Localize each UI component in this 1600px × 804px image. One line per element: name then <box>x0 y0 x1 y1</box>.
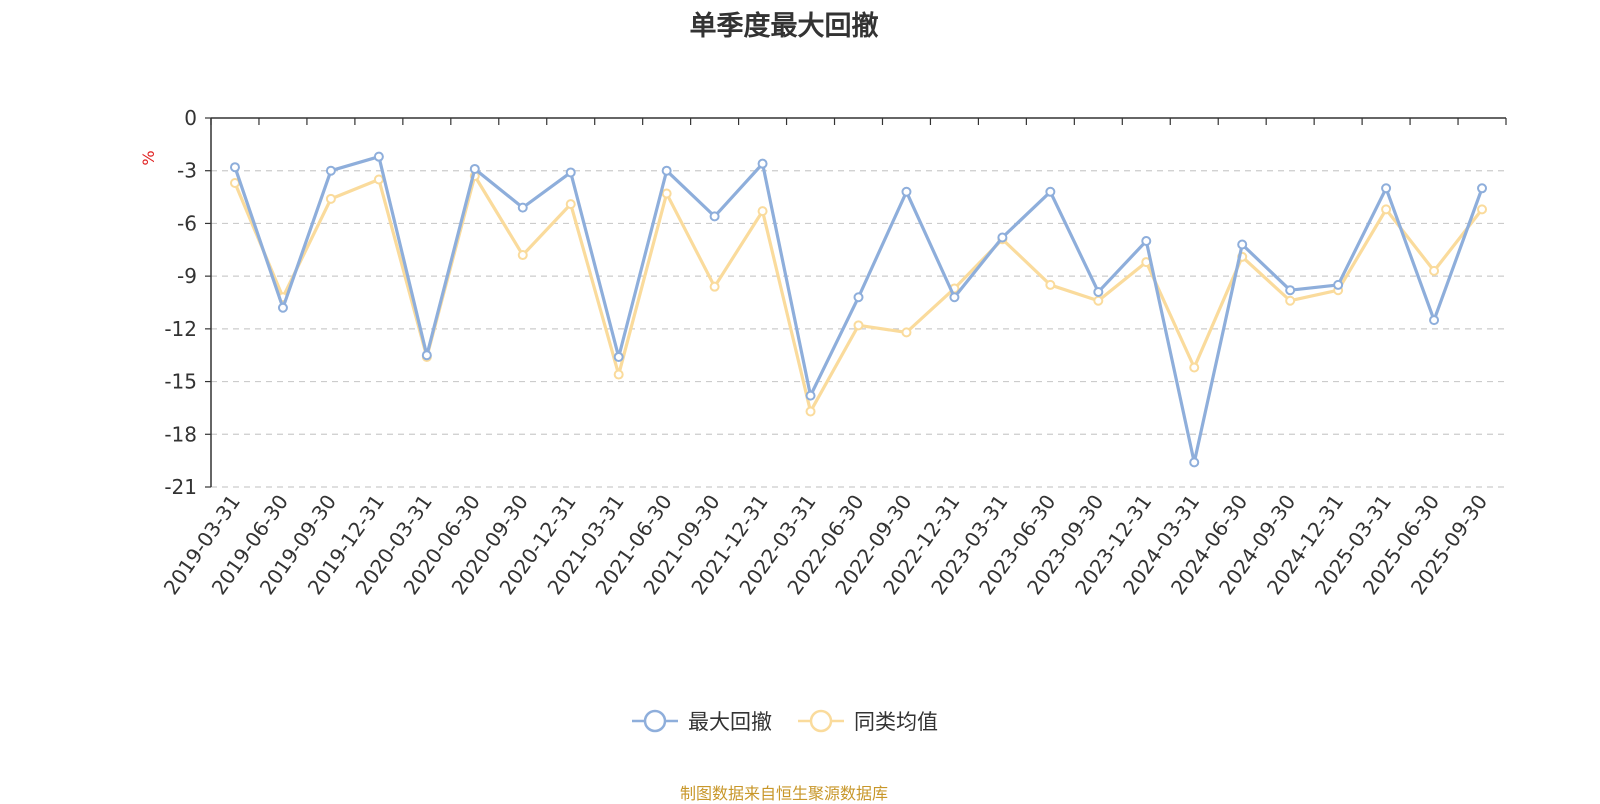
data-point <box>1285 285 1296 296</box>
data-point <box>1477 183 1488 194</box>
data-point <box>421 350 432 361</box>
data-point <box>1045 186 1056 197</box>
data-point <box>661 188 672 199</box>
data-point <box>1141 236 1152 246</box>
data-point <box>949 292 960 303</box>
data-point <box>373 151 384 162</box>
data-point <box>709 211 720 222</box>
data-point <box>661 165 672 176</box>
series-lines <box>229 151 1488 468</box>
data-point <box>805 406 816 417</box>
data-point <box>325 165 336 176</box>
y-axis-unit-label: % <box>139 150 158 165</box>
legend-marker-icon <box>798 709 844 733</box>
data-point <box>1477 204 1488 215</box>
data-point <box>1333 279 1344 290</box>
data-point <box>1381 204 1392 215</box>
data-point <box>853 292 864 303</box>
y-tick-label: -9 <box>177 264 197 288</box>
data-point <box>517 250 528 261</box>
data-point <box>469 163 480 174</box>
series-line <box>233 155 1484 464</box>
data-point <box>1189 362 1200 373</box>
line-chart: 0-3-6-9-12-15-18-212019-03-312019-06-302… <box>139 106 1507 599</box>
data-point <box>277 302 288 313</box>
data-point <box>1381 183 1392 194</box>
data-point <box>757 158 768 169</box>
legend-item[interactable]: 最大回撤 <box>630 706 772 736</box>
chart-title: 单季度最大回撤 <box>689 11 879 42</box>
legend: 最大回撤 同类均值 <box>0 706 1568 736</box>
data-point <box>565 167 576 178</box>
y-tick-label: -21 <box>164 475 197 499</box>
data-point <box>709 281 720 292</box>
data-point <box>1237 239 1248 250</box>
data-point <box>1093 295 1104 306</box>
data-point <box>1189 457 1200 468</box>
data-point <box>757 206 768 217</box>
data-point <box>997 232 1008 243</box>
data-point <box>1285 295 1296 306</box>
data-point <box>805 390 816 401</box>
data-point <box>325 193 336 204</box>
data-point <box>613 369 624 380</box>
data-point <box>901 186 912 197</box>
data-point <box>853 320 864 331</box>
legend-marker-icon <box>632 709 678 733</box>
grid-lines <box>211 170 1506 488</box>
data-point <box>565 199 576 210</box>
data-point <box>1429 265 1440 276</box>
y-tick-label: -18 <box>164 422 197 446</box>
data-point <box>1429 315 1440 326</box>
y-tick-label: -6 <box>177 211 197 235</box>
y-tick-label: -12 <box>164 317 197 341</box>
source-note: 制图数据来自恒生聚源数据库 <box>679 784 888 803</box>
data-point <box>517 202 528 213</box>
data-point <box>1093 286 1104 297</box>
y-tick-label: -15 <box>164 370 197 394</box>
data-point <box>373 174 384 185</box>
y-tick-label: 0 <box>184 106 197 130</box>
y-tick-label: -3 <box>177 159 197 183</box>
data-point <box>1045 279 1056 290</box>
legend-label: 最大回撤 <box>688 710 772 734</box>
data-point <box>229 162 240 173</box>
legend-item[interactable]: 同类均值 <box>796 706 938 736</box>
data-point <box>613 351 624 362</box>
data-point <box>901 327 912 338</box>
legend-label: 同类均值 <box>854 710 938 734</box>
